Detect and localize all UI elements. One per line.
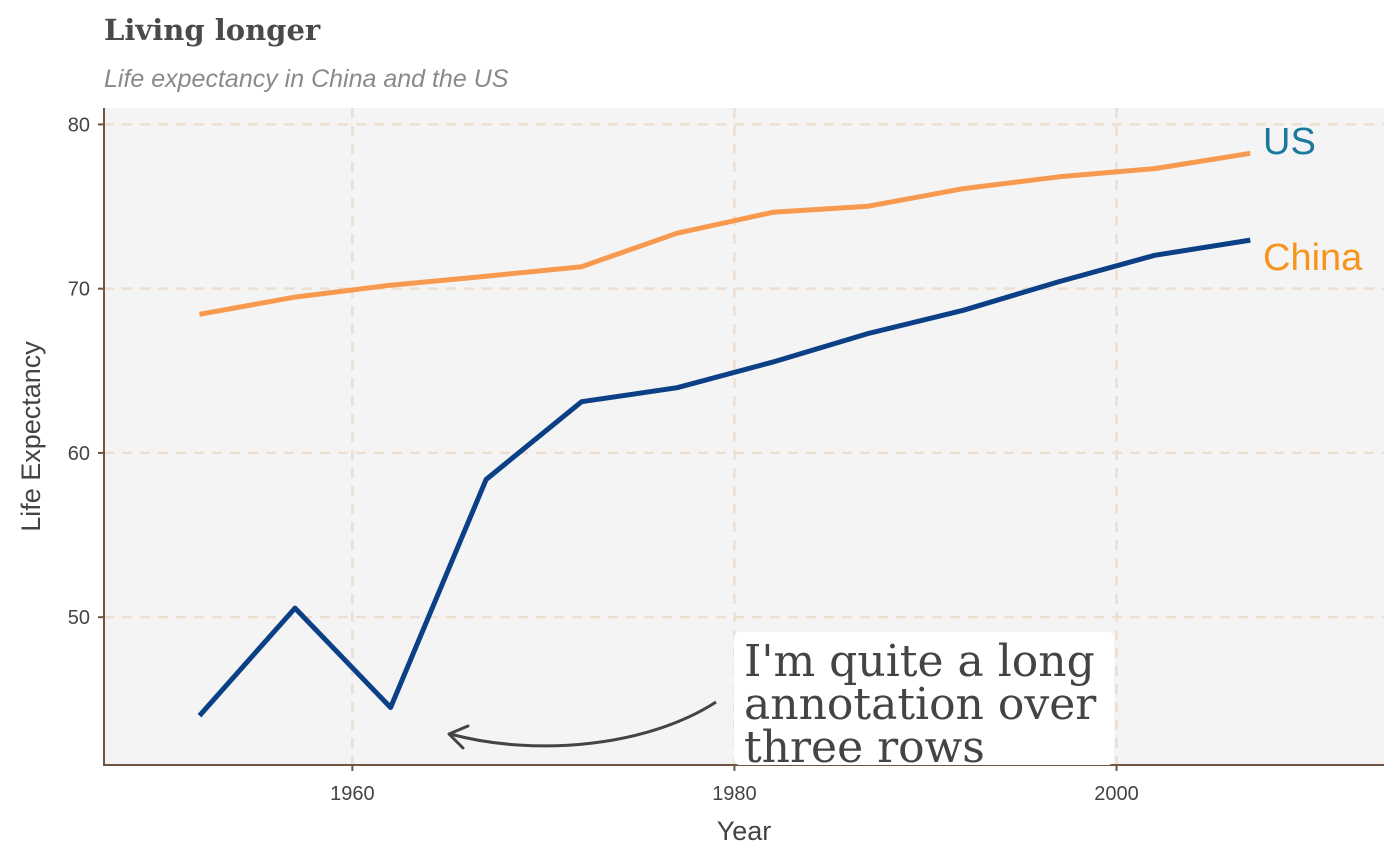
series-line-us	[199, 150, 1251, 317]
annotation-arrowhead	[447, 724, 470, 750]
x-tick-label: 2000	[1094, 783, 1139, 805]
series-label-china: China	[1263, 237, 1363, 279]
annotation-arrow	[449, 700, 717, 748]
y-tick-label: 50	[68, 607, 90, 629]
series-labels: US China	[1263, 121, 1363, 279]
y-tick-label: 60	[68, 443, 90, 465]
series-line-china	[197, 237, 1251, 718]
annotation-line: annotation over	[744, 679, 1097, 730]
series-lines	[197, 150, 1251, 718]
grid	[104, 108, 1384, 765]
y-tick-label: 70	[68, 279, 90, 301]
x-tick-label: 1980	[712, 783, 757, 805]
chart-title: Living longer	[104, 13, 321, 47]
x-axis-title: Year	[717, 816, 772, 846]
annotation-line: I'm quite a long	[744, 636, 1095, 687]
x-tick-label: 1960	[330, 783, 375, 805]
tick-labels: 50 60 70 80 1960 1980 2000	[68, 114, 1139, 805]
chart-subtitle: Life expectancy in China and the US	[104, 65, 509, 93]
annotation-line: three rows	[744, 722, 985, 773]
y-tick-label: 80	[68, 114, 90, 136]
y-axis-title: Life Expectancy	[16, 341, 46, 532]
annotation-box	[734, 632, 1114, 765]
series-label-us: US	[1263, 121, 1316, 163]
